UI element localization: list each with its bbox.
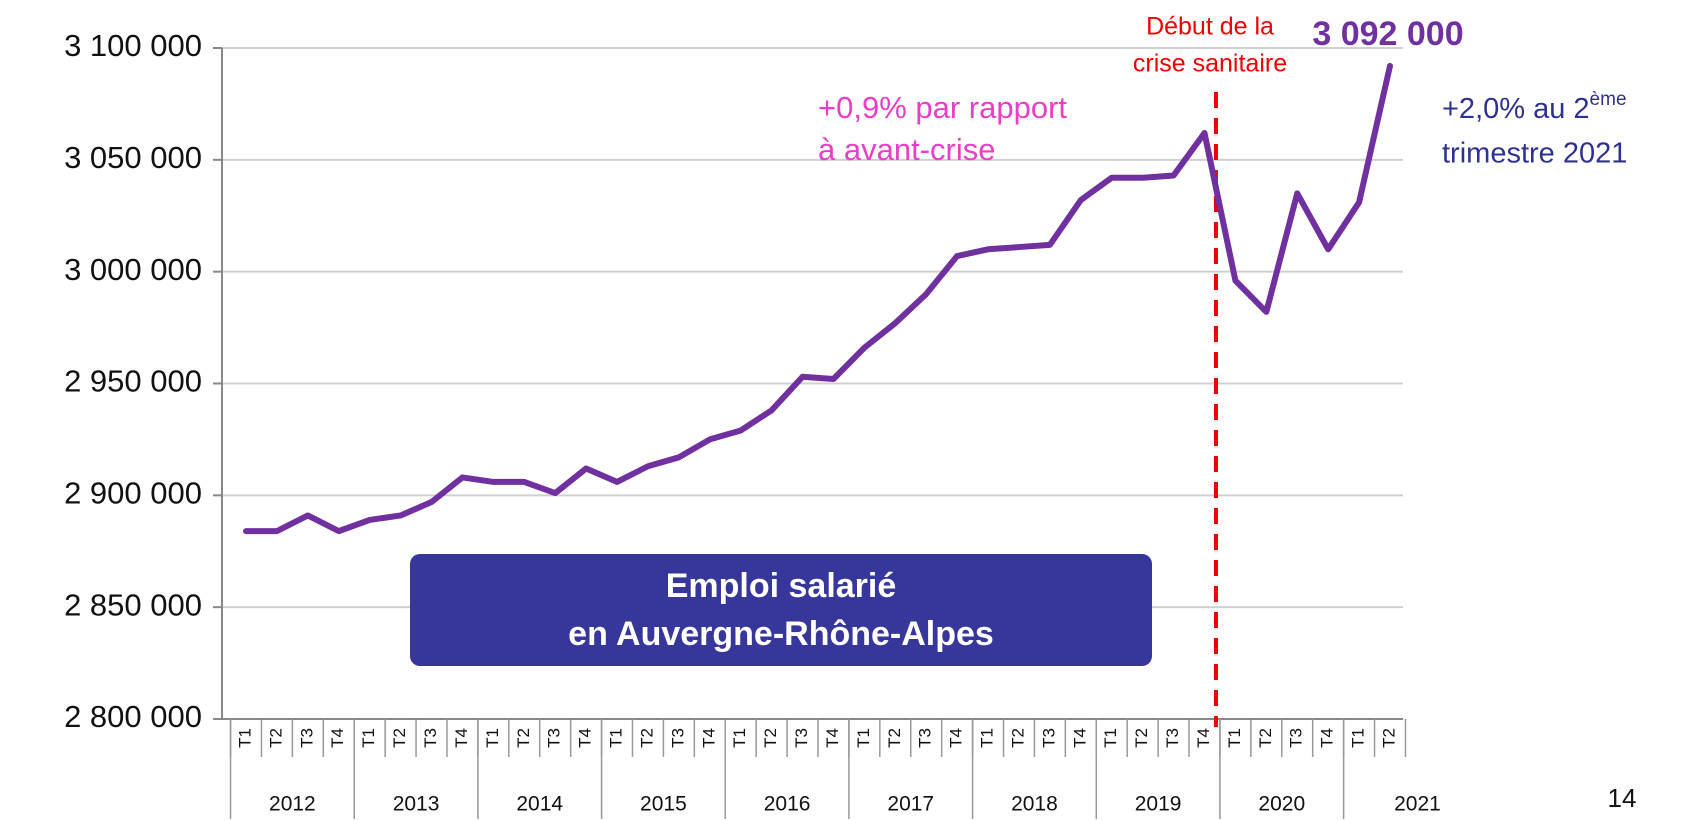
y-tick-label: 3 050 000 <box>64 140 202 175</box>
x-tick-label: T2 <box>1132 728 1151 748</box>
x-tick-label: T4 <box>1070 728 1089 748</box>
page-number: 14 <box>1608 783 1637 813</box>
x-tick-label: T2 <box>514 728 533 748</box>
year-label: 2013 <box>393 793 440 816</box>
x-tick-label: T2 <box>761 728 780 748</box>
x-tick-label: T3 <box>668 728 687 748</box>
title-line: Emploi salarié <box>666 567 897 605</box>
year-label: 2012 <box>269 793 316 816</box>
plot: 2 800 000 2 850 000 2 900 000 2 950 000 3 00… <box>64 15 1464 819</box>
x-tick-label: T4 <box>328 728 347 748</box>
x-tick-label: T3 <box>1163 728 1182 748</box>
x-tick-label: T3 <box>421 728 440 748</box>
x-tick-label: T2 <box>1256 728 1275 748</box>
year-label: 2021 <box>1394 793 1441 816</box>
y-tick-label: 2 800 000 <box>64 699 202 734</box>
x-tick-label: T1 <box>359 728 378 748</box>
annotation: +2,0% au 2ème <box>1442 89 1627 125</box>
x-tick-label: T3 <box>792 728 811 748</box>
crisis-label: Début de la <box>1146 13 1274 41</box>
x-tick-label: T4 <box>1194 728 1213 748</box>
x-tick-label: T4 <box>1318 728 1337 748</box>
x-tick-label: T4 <box>699 728 718 748</box>
x-tick-label: T4 <box>452 728 471 748</box>
x-tick-label: T4 <box>576 728 595 748</box>
x-tick-label: T1 <box>978 728 997 748</box>
x-tick-label: T2 <box>1008 728 1027 748</box>
x-tick-label: T3 <box>1039 728 1058 748</box>
annotation: à avant-crise <box>818 132 995 167</box>
year-label: 2014 <box>516 793 563 816</box>
annotation-sup: ème <box>1590 89 1627 110</box>
crisis-label: crise sanitaire <box>1133 50 1287 78</box>
year-label: 2017 <box>887 793 934 816</box>
x-tick-label: T1 <box>1225 728 1244 748</box>
x-tick-label: T2 <box>885 728 904 748</box>
x-tick-label: T2 <box>266 728 285 748</box>
value-label: 3 092 000 <box>1312 15 1463 53</box>
title-box <box>410 554 1152 666</box>
x-tick-label: T3 <box>916 728 935 748</box>
year-label: 2018 <box>1011 793 1058 816</box>
annotation-text: +2,0% au 2 <box>1442 93 1590 125</box>
year-label: 2016 <box>764 793 811 816</box>
x-tick-label: T4 <box>823 728 842 748</box>
x-tick-label: T1 <box>730 728 749 748</box>
annotation: trimestre 2021 <box>1442 138 1627 170</box>
x-tick-label: T3 <box>1287 728 1306 748</box>
x-tick-label: T1 <box>607 728 626 748</box>
line <box>243 62 1393 535</box>
title-line: en Auvergne-Rhône-Alpes <box>568 615 994 653</box>
year-label: 2019 <box>1135 793 1182 816</box>
x-tick-label: T1 <box>235 728 254 748</box>
y-tick-label: 3 100 000 <box>64 28 202 63</box>
x-tick-label: T2 <box>390 728 409 748</box>
y-tick-label: 2 900 000 <box>64 476 202 511</box>
x-tick-label: T1 <box>854 728 873 748</box>
annotation: +0,9% par rapport <box>818 90 1067 125</box>
x-tick-label: T1 <box>1349 728 1368 748</box>
x-tick-label: T3 <box>545 728 564 748</box>
x-tick-label: T4 <box>947 728 966 748</box>
x-tick-label: T1 <box>483 728 502 748</box>
year-label: 2020 <box>1258 793 1305 816</box>
x-tick-label: T3 <box>297 728 316 748</box>
y-tick-label: 3 000 000 <box>64 252 202 287</box>
x-tick-label: T2 <box>637 728 656 748</box>
x-tick-label: T1 <box>1101 728 1120 748</box>
x-tick-label: T2 <box>1379 728 1398 748</box>
year-label: 2015 <box>640 793 687 816</box>
y-tick-label: 2 950 000 <box>64 364 202 399</box>
y-tick-label: 2 850 000 <box>64 587 202 622</box>
